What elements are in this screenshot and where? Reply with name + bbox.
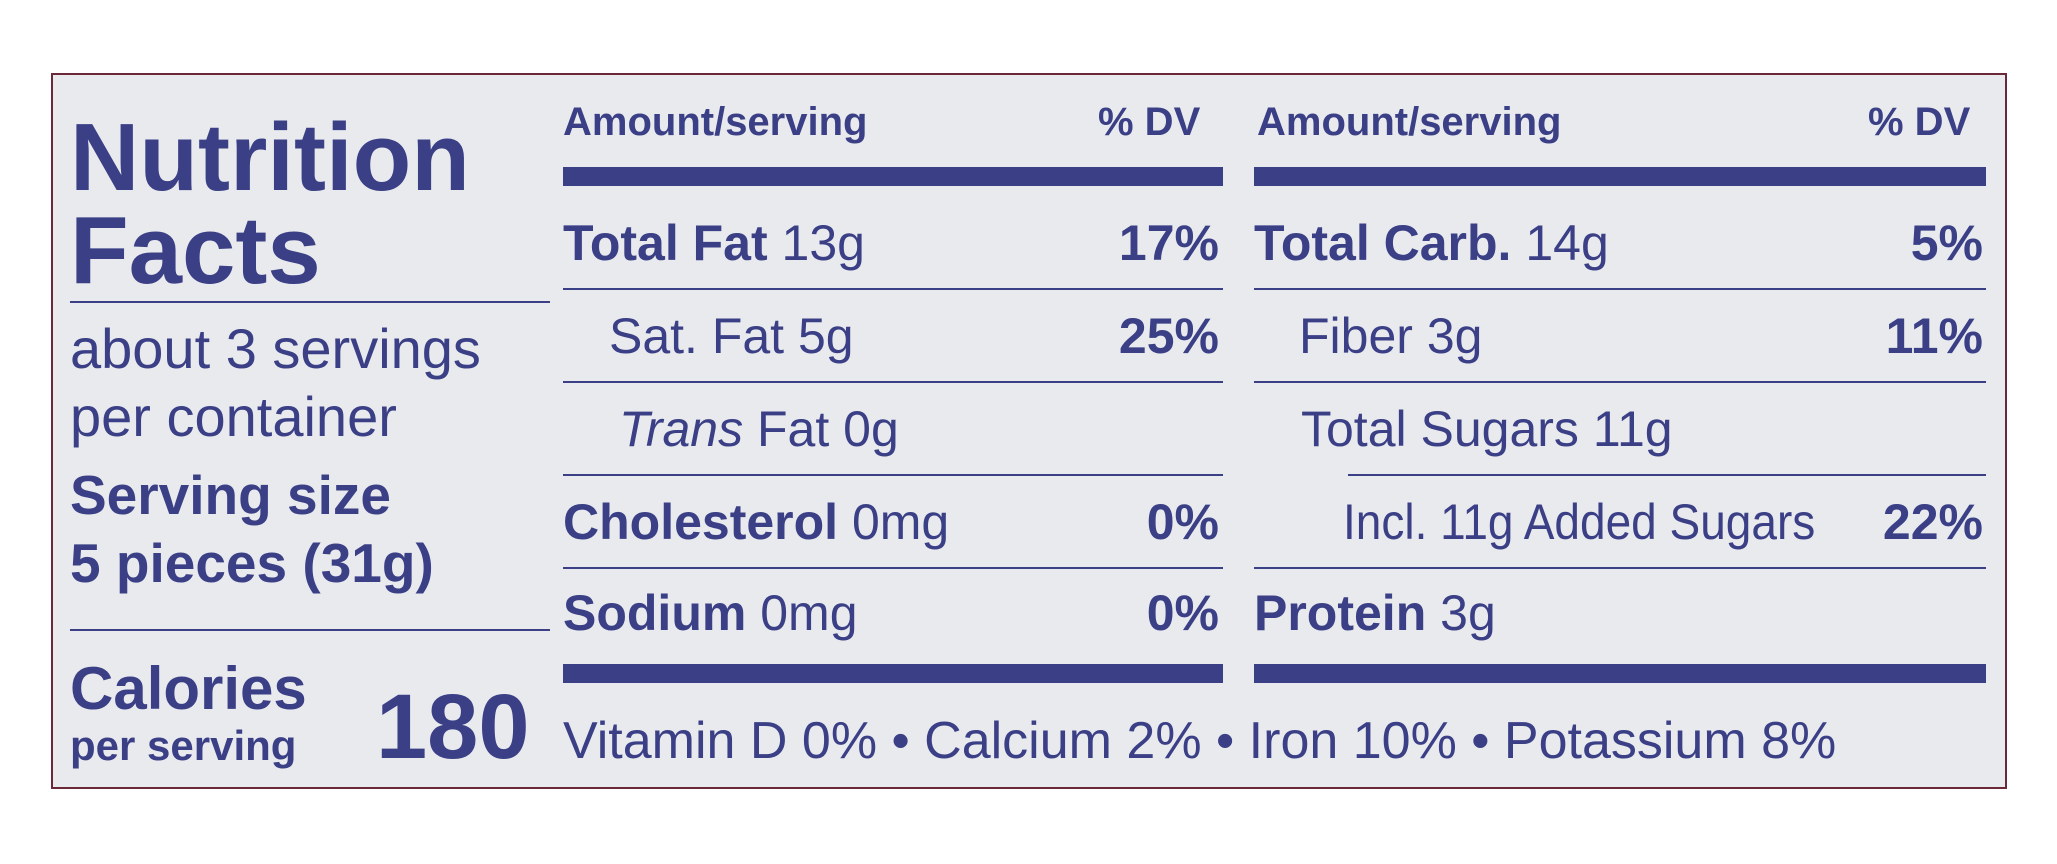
left-row-sodium: Sodium 0mg: [563, 588, 858, 638]
calories-label: Calories: [70, 655, 307, 722]
calories-sub-label: per serving: [70, 722, 297, 769]
right-header-dv: % DV: [1868, 100, 1971, 144]
nutrient-name: Fiber: [1299, 308, 1413, 364]
left-footer-bar: [563, 664, 1223, 683]
left-divider-2: [563, 381, 1223, 383]
right-footer-bar: [1254, 664, 1986, 683]
nutrient-name: Total Fat: [563, 215, 768, 271]
left-header-amount: Amount/serving: [563, 100, 868, 144]
nutrient-amount: 0mg: [851, 494, 950, 550]
right-row-fiber: Fiber 3g: [1299, 311, 1482, 361]
right-dv-total-carb: 5%: [1910, 215, 1983, 271]
nutrient-amount: 0mg: [760, 585, 858, 641]
nutrient-amount: 0g: [843, 401, 899, 457]
right-row-total-carb: Total Carb. 14g: [1254, 218, 1609, 268]
right-dv-added-sugars: 22%: [1882, 494, 1983, 550]
right-dv-fiber: 11%: [1885, 308, 1983, 364]
left-dv-total-fat: 17%: [1118, 215, 1219, 271]
title-divider: [70, 301, 550, 303]
left-row-total-fat: Total Fat 13g: [563, 218, 865, 268]
nutrient-name: Protein: [1254, 585, 1427, 641]
nutrient-amount: 3g: [1440, 585, 1496, 641]
left-dv-sat-fat: 25%: [1118, 308, 1219, 364]
calories-value: 180: [376, 676, 530, 778]
left-divider-4: [563, 567, 1223, 569]
right-header-amount: Amount/serving: [1257, 100, 1562, 144]
nutrient-amount: 14g: [1525, 215, 1609, 271]
left-header-dv: % DV: [1098, 100, 1201, 144]
right-row-added-sugars: Incl. 11g Added Sugars: [1343, 494, 1816, 550]
servings-line-2: per container: [70, 385, 397, 448]
right-divider-2: [1254, 381, 1986, 383]
nutrition-facts-label: Nutrition Facts about 3 servings per con…: [51, 73, 2007, 789]
nutrient-name: Cholesterol: [563, 494, 839, 550]
left-divider-1: [563, 288, 1223, 290]
nutrient-name-italic: Trans: [619, 401, 744, 457]
nutrient-name: Sat. Fat: [609, 308, 785, 364]
left-row-sat-fat: Sat. Fat 5g: [609, 311, 854, 361]
right-header-bar: [1254, 167, 1986, 186]
nutrient-amount: 3g: [1426, 308, 1483, 364]
serving-size-label: Serving size: [70, 464, 391, 526]
serving-size-value: 5 pieces (31g): [70, 532, 434, 594]
vitamins-footer: Vitamin D 0% • Calcium 2% • Iron 10% • P…: [563, 712, 1837, 770]
right-row-total-sugars: Total Sugars 11g: [1301, 404, 1673, 454]
left-divider-3: [563, 474, 1223, 476]
serving-divider: [70, 629, 550, 631]
left-header-bar: [563, 167, 1223, 186]
right-divider-1: [1254, 288, 1986, 290]
left-row-cholesterol: Cholesterol 0mg: [563, 497, 949, 547]
nutrient-name: Sodium: [563, 585, 747, 641]
nutrient-amount: 13g: [781, 215, 865, 271]
servings-line-1: about 3 servings: [70, 317, 481, 380]
nutrient-name: Total Carb.: [1254, 215, 1512, 271]
left-dv-sodium: 0%: [1146, 585, 1219, 641]
nutrient-amount: 11g: [1592, 401, 1673, 457]
right-divider-3: [1348, 474, 1986, 476]
left-dv-cholesterol: 0%: [1146, 494, 1219, 550]
title-line-2: Facts: [70, 197, 321, 304]
left-row-trans-fat: Trans Fat 0g: [619, 404, 899, 454]
right-row-protein: Protein 3g: [1254, 588, 1496, 638]
nutrient-name: Total Sugars: [1301, 401, 1579, 457]
nutrient-amount: 5g: [797, 308, 854, 364]
nutrient-name: Fat: [757, 401, 830, 457]
title-line-1: Nutrition: [70, 104, 470, 211]
right-divider-4: [1254, 567, 1986, 569]
